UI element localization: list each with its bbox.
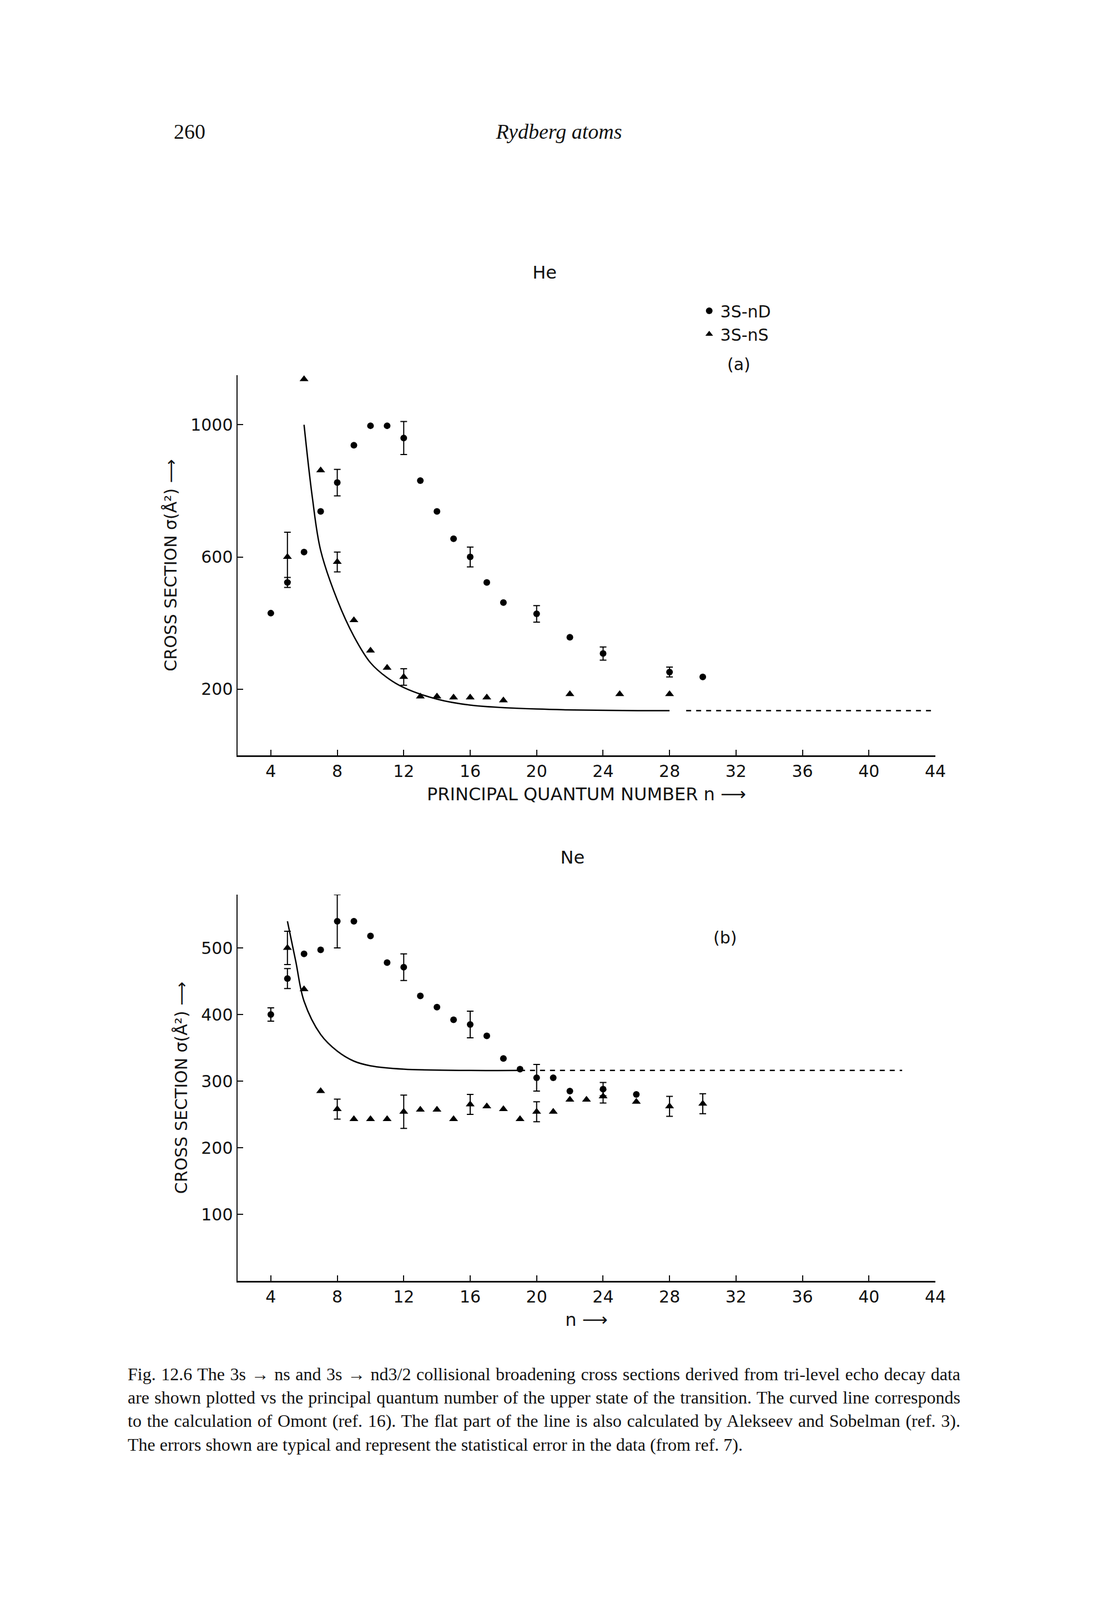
svg-text:44: 44 <box>924 1287 946 1307</box>
svg-text:36: 36 <box>791 761 813 782</box>
html-text:Rydberg atoms: Rydberg atoms <box>495 119 623 144</box>
svg-text:20: 20 <box>526 761 548 782</box>
svg-text:16: 16 <box>459 761 481 782</box>
svg-text:500: 500 <box>200 938 233 959</box>
svg-text:12: 12 <box>393 761 415 782</box>
svg-text:CROSS SECTION σ(Å²) ⟶: CROSS SECTION σ(Å²) ⟶ <box>171 981 191 1195</box>
svg-text:24: 24 <box>592 761 614 782</box>
svg-text:40: 40 <box>858 1287 880 1307</box>
svg-text:300: 300 <box>200 1071 233 1092</box>
html-text:260: 260 <box>173 119 206 144</box>
svg-text:4: 4 <box>265 761 276 782</box>
svg-text:28: 28 <box>658 761 681 782</box>
svg-text:(b): (b) <box>713 928 737 948</box>
svg-text:3S-nS: 3S-nS <box>720 325 769 345</box>
svg-text:28: 28 <box>658 1287 681 1307</box>
svg-text:8: 8 <box>331 1287 343 1307</box>
svg-text:36: 36 <box>791 1287 813 1307</box>
svg-text:3S-nD: 3S-nD <box>720 301 772 322</box>
html-text:Fig. 12.6 The 3s → ns and 3s →: Fig. 12.6 The 3s → ns and 3s → nd3/2 col… <box>127 1364 961 1455</box>
svg-text:24: 24 <box>592 1287 614 1307</box>
svg-text:CROSS SECTION σ(Å²) ⟶: CROSS SECTION σ(Å²) ⟶ <box>160 459 181 672</box>
svg-text:12: 12 <box>393 1287 415 1307</box>
svg-text:32: 32 <box>725 761 747 782</box>
svg-text:44: 44 <box>924 761 946 782</box>
svg-text:4: 4 <box>265 1287 276 1307</box>
svg-text:600: 600 <box>200 547 233 567</box>
svg-text:8: 8 <box>331 761 343 782</box>
svg-text:100: 100 <box>200 1205 233 1225</box>
svg-text:400: 400 <box>200 1005 233 1025</box>
svg-text:40: 40 <box>858 761 880 782</box>
svg-text:n ⟶: n ⟶ <box>565 1309 608 1331</box>
svg-text:1000: 1000 <box>190 415 233 435</box>
svg-text:20: 20 <box>526 1287 548 1307</box>
svg-text:16: 16 <box>459 1287 481 1307</box>
svg-text:Ne: Ne <box>560 847 586 869</box>
svg-text:PRINCIPAL QUANTUM NUMBER n ⟶: PRINCIPAL QUANTUM NUMBER n ⟶ <box>426 783 747 805</box>
svg-text:He: He <box>532 262 557 284</box>
svg-text:200: 200 <box>200 679 233 699</box>
svg-text:(a): (a) <box>727 354 751 375</box>
svg-text:200: 200 <box>200 1138 233 1158</box>
svg-text:32: 32 <box>725 1287 747 1307</box>
